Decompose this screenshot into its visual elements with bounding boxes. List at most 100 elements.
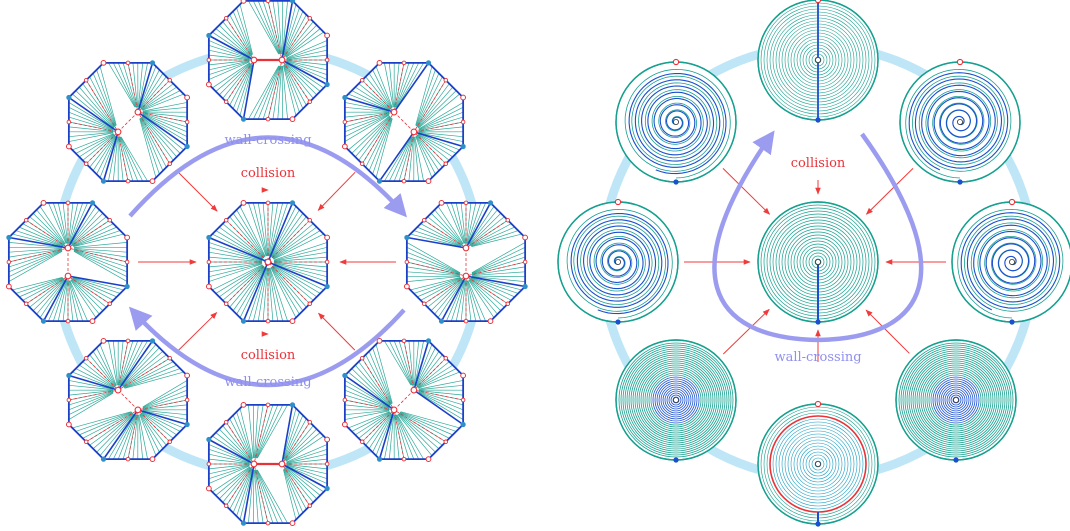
collision-arrow [722,167,771,215]
vertex-blue-dot [487,200,494,206]
vertex-blue-dot [184,421,190,428]
midpoint-red-marker [223,419,229,425]
vertex-blue-dot [66,94,72,101]
vertex-blue-dot [100,178,107,184]
midpoint-red-marker [359,161,365,167]
midpoint-red-marker [324,259,330,265]
inner-point-marker [390,108,398,116]
midpoint-red-marker [443,77,449,83]
disk-bottom-right [895,339,1017,463]
midpoint-red-marker [421,217,427,223]
vertex-blue-dot [522,283,528,290]
midpoint-red-marker [83,161,89,167]
vertex-red-marker [425,178,432,185]
octagon-left [5,199,131,325]
vertex-blue-dot [324,81,330,88]
midpoint-red-marker [66,397,72,403]
inner-point-marker [134,108,142,116]
vertex-red-marker [403,283,410,290]
octagon-dashed-edges [68,340,188,460]
vertex-red-marker [100,337,107,344]
disk-center-marker [673,119,680,126]
collision-arrow [317,171,356,211]
vertex-red-marker [240,401,247,408]
vertex-blue-dot [206,32,212,39]
right-wall-crossing-loop [712,130,924,343]
vertex-red-marker [324,234,331,241]
midpoint-red-marker [359,355,365,361]
vertex-red-marker [240,0,247,4]
midpoint-red-marker [265,318,271,324]
octagon-blue-diagonals [406,202,526,322]
midpoint-red-marker [6,259,12,265]
octagon-dashed-edges [68,62,188,182]
midpoint-red-marker [324,57,330,63]
collision-arrow [177,312,218,352]
vertex-red-marker [184,372,191,379]
octagon-bottom [205,401,331,527]
octagon-blue-diagonals [68,340,188,460]
midpoint-red-marker [265,116,271,122]
inner-point-marker [410,128,418,136]
midpoint-red-marker [401,178,407,184]
disk-center-marker [673,396,680,403]
inner-point-marker [390,406,398,414]
midpoint-red-marker [463,200,469,206]
vertex-red-marker [341,143,348,150]
vertex-blue-dot [149,338,156,344]
midpoint-red-marker [65,318,71,324]
midpoint-red-marker [401,60,407,66]
vertex-red-marker [100,59,107,66]
vertex-blue-dot [404,234,410,241]
octagon-blue-diagonals [344,62,464,182]
left-collision-label-bottom: collision [241,348,296,363]
midpoint-red-marker [307,15,313,21]
disk-boundary-dot [1009,319,1015,325]
vertex-red-marker [289,520,296,527]
midpoint-red-marker [107,301,113,307]
midpoint-red-marker [223,301,229,307]
vertex-blue-dot [425,60,432,66]
inner-point-marker [264,258,272,266]
vertex-red-marker [341,421,348,428]
disk-center [757,201,879,325]
vertex-blue-dot [240,520,247,526]
midpoint-red-marker [23,217,29,223]
right-spiral-diagram: collision wall-crossing [557,0,1070,527]
vertex-red-marker [124,234,131,241]
vertex-blue-dot [289,0,296,4]
disk-bottom-left [615,339,737,463]
vertex-blue-dot [240,116,247,122]
midpoint-red-marker [401,338,407,344]
vertex-red-marker [205,283,212,290]
disk-contour-lines [898,342,1014,458]
midpoint-red-marker [460,397,466,403]
disk-boundary-dot [815,319,821,325]
octagon-right [403,199,529,325]
inner-point-marker [64,244,72,252]
midpoint-red-marker [66,119,72,125]
vertex-red-marker [522,234,529,241]
midpoint-red-marker [223,15,229,21]
left-wall-crossing-arrow-top [128,135,407,218]
disk-boundary-dot [815,521,821,527]
left-triangulation-diagram: wall-crossing collision collision wall-c… [5,0,529,527]
midpoint-red-marker [125,60,131,66]
collision-arrow [318,312,356,351]
vertex-red-marker [324,32,331,39]
midpoint-red-marker [342,397,348,403]
octagon-center [205,199,331,325]
midpoint-red-marker [167,77,173,83]
disk-top-right [899,58,1021,185]
midpoint-red-marker [124,259,130,265]
octagon-bottom-right [341,337,467,463]
disk-center-marker [815,460,822,467]
octagon-dashed-edges [406,202,526,322]
disk-red-marker [1008,198,1016,206]
inner-point-marker [462,272,470,280]
disk-contour-lines [618,342,734,458]
octagon-dashed-edges [344,62,464,182]
midpoint-red-marker [107,217,113,223]
vertex-blue-dot [438,318,445,324]
